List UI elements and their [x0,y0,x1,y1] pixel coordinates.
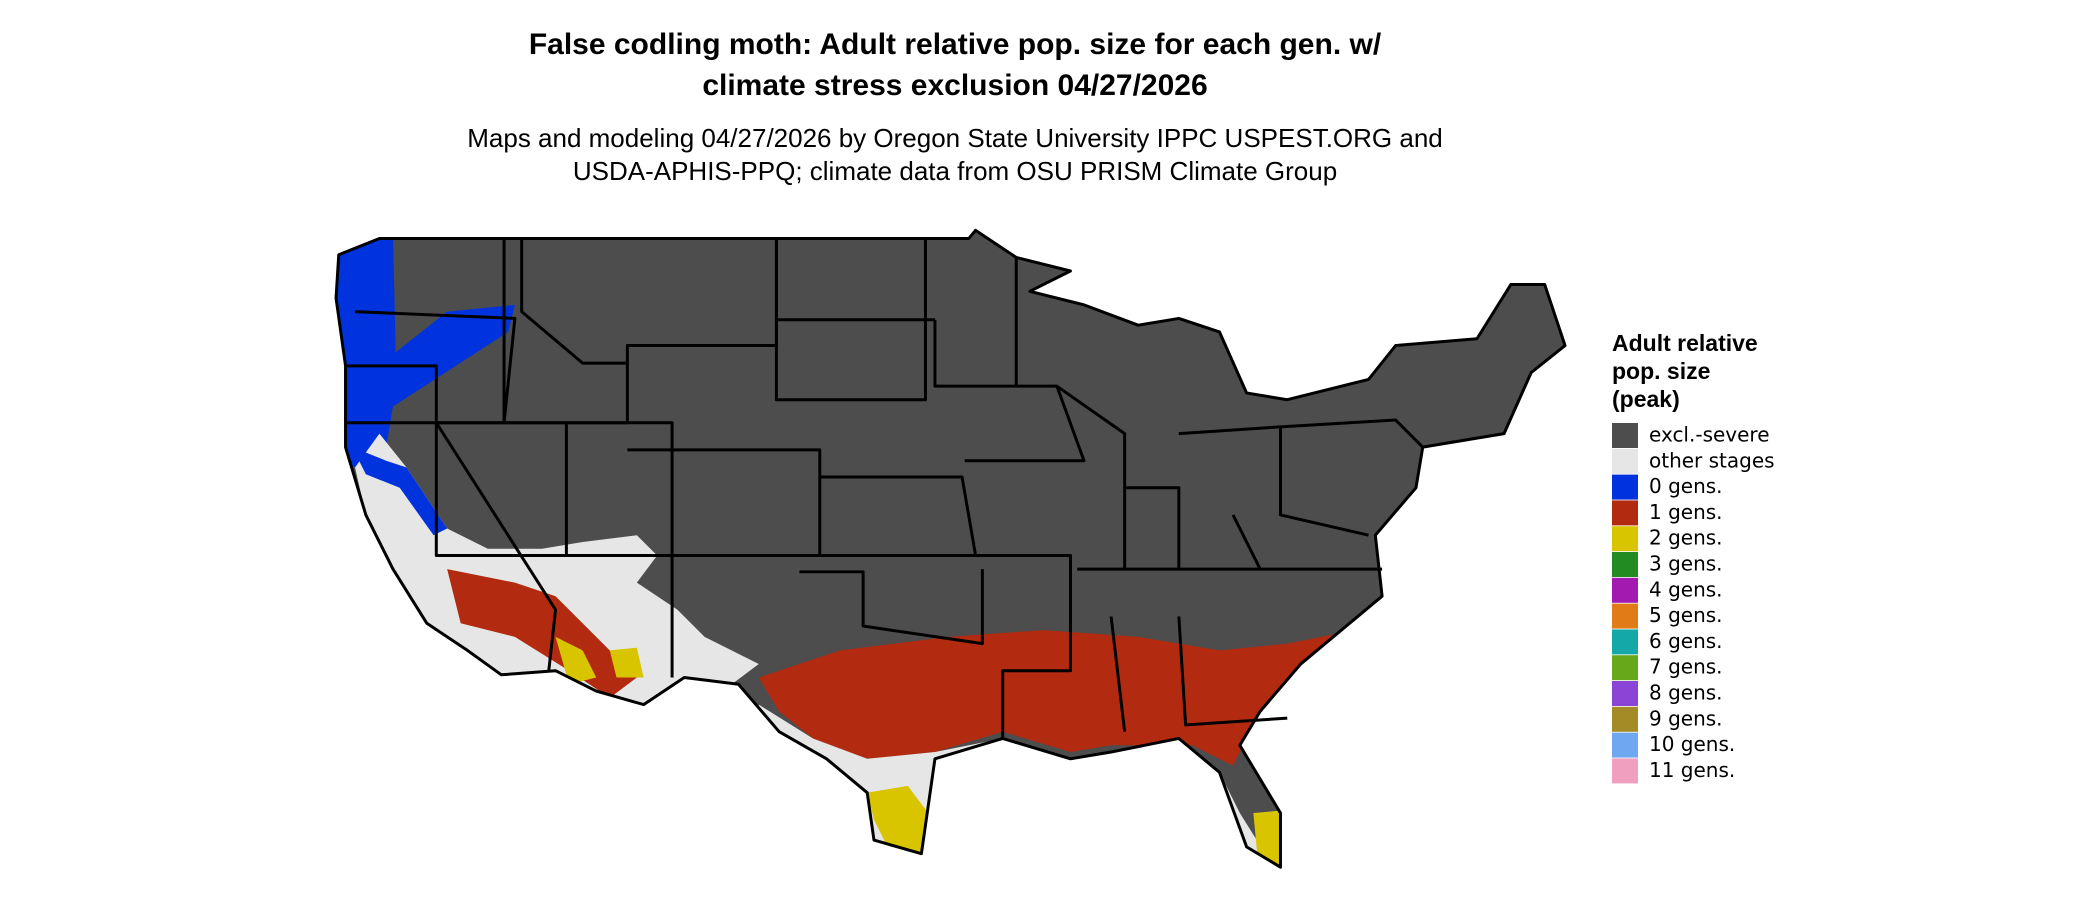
legend-swatch [1612,577,1638,603]
legend-label: 3 gens. [1649,552,1723,576]
us-map [334,228,1567,869]
legend-label: 2 gens. [1649,526,1723,550]
legend-label: 8 gens. [1649,681,1723,705]
subtitle: Maps and modeling 04/27/2026 by Oregon S… [467,123,1443,153]
legend-label: excl.-severe [1649,423,1770,447]
legend-label: other stages [1649,448,1775,472]
subtitle: USDA-APHIS-PPQ; climate data from OSU PR… [573,156,1337,186]
legend-label: 1 gens. [1649,500,1723,524]
legend-title: pop. size [1612,358,1710,384]
title: False codling moth: Adult relative pop. … [529,28,1382,61]
legend-label: 6 gens. [1649,629,1723,653]
legend-swatch [1612,552,1638,577]
region-zero-gens [352,447,448,536]
region-two-gens [867,785,929,857]
region-one-gen [758,630,1355,766]
legend-swatch [1612,526,1638,552]
region-zero-gens [336,230,515,468]
legend-swatch [1612,474,1638,500]
region-two-gens [1253,810,1288,868]
legend-title: Adult relative [1612,330,1758,356]
region-two-gens [555,636,644,685]
legend-title: (peak) [1612,386,1680,412]
legend-label: 10 gens. [1649,732,1735,756]
legend-swatch [1612,706,1638,732]
map-fill [336,230,1566,868]
legend-swatch [1612,603,1638,629]
legend-swatch [1612,681,1638,706]
legend-swatch [1612,500,1638,526]
legend-label: 4 gens. [1649,577,1723,601]
legend-swatch [1612,655,1638,681]
legend-swatch [1612,732,1638,758]
legend-swatch [1612,758,1638,784]
title: climate stress exclusion 04/27/2026 [702,69,1207,102]
region-other-stages [355,433,759,705]
legend-swatch [1612,423,1638,448]
legend-label: 9 gens. [1649,706,1723,730]
legend-label: 7 gens. [1649,655,1723,679]
legend-swatch [1612,629,1638,655]
legend-label: 5 gens. [1649,603,1723,627]
state-borders [345,238,1424,739]
legend-label: 11 gens. [1649,758,1735,782]
legend-swatch [1612,448,1638,474]
legend-label: 0 gens. [1649,474,1723,498]
